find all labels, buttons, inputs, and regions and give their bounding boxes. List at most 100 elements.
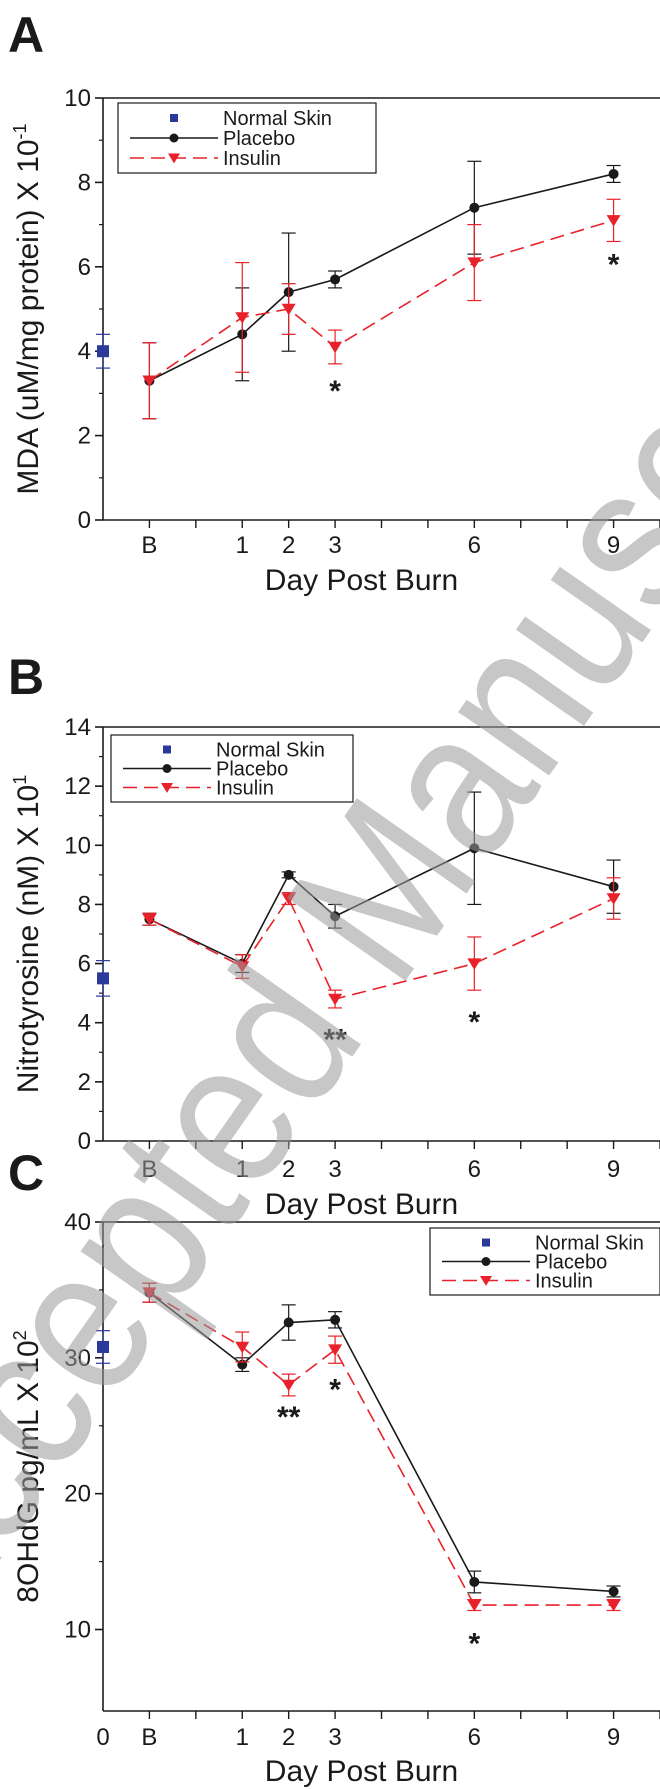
significance-marker: * bbox=[329, 375, 341, 408]
legend-marker-placebo bbox=[481, 1257, 491, 1266]
series-line-placebo bbox=[149, 847, 614, 965]
y-tick-label: 30 bbox=[64, 1345, 91, 1372]
data-point-placebo bbox=[608, 1586, 619, 1597]
y-tick-label: 0 bbox=[78, 1128, 91, 1155]
y-tick-label: 10 bbox=[64, 85, 91, 112]
x-axis-title: Day Post Burn bbox=[265, 1755, 458, 1788]
chart-panel-c: C 10 20 30 40 0 B 1 2 3 6 9 Day Post Burn 8OHdG pg/mL… bbox=[8, 1145, 660, 1788]
data-point-insulin bbox=[235, 1341, 250, 1354]
significance-marker: * bbox=[329, 1374, 341, 1407]
data-point-normal-skin bbox=[97, 972, 109, 985]
data-point-insulin bbox=[467, 958, 482, 970]
y-tick-label: 2 bbox=[78, 423, 91, 450]
legend-marker-normal-skin bbox=[482, 1238, 490, 1247]
data-point-insulin bbox=[606, 1599, 621, 1612]
y-tick-label: 6 bbox=[78, 951, 91, 978]
significance-marker: * bbox=[608, 249, 620, 282]
data-point-placebo bbox=[330, 1314, 341, 1325]
y-tick-label: 4 bbox=[78, 338, 91, 365]
data-point-insulin bbox=[142, 1287, 157, 1299]
x-tick-label: 2 bbox=[282, 1724, 295, 1751]
data-point-normal-skin bbox=[97, 345, 109, 358]
data-point-placebo bbox=[283, 869, 294, 880]
significance-marker: ** bbox=[323, 1024, 347, 1057]
legend-label-insulin: Insulin bbox=[216, 778, 274, 800]
data-point-normal-skin bbox=[97, 1340, 109, 1353]
x-tick-label: 6 bbox=[468, 1156, 481, 1183]
y-tick-label: 10 bbox=[64, 832, 91, 859]
legend-label-insulin: Insulin bbox=[535, 1271, 593, 1293]
data-point-placebo bbox=[469, 1576, 480, 1587]
panel-letter: C bbox=[8, 1145, 44, 1201]
data-point-insulin bbox=[281, 893, 296, 905]
x-tick-label: 0 bbox=[96, 1724, 109, 1751]
series-line-placebo bbox=[149, 173, 614, 382]
legend-label-normal-skin: Normal Skin bbox=[216, 740, 325, 762]
y-tick-label: 40 bbox=[64, 1209, 91, 1236]
data-point-placebo bbox=[283, 1317, 294, 1328]
y-tick-label: 0 bbox=[78, 507, 91, 534]
data-point-placebo bbox=[330, 911, 341, 922]
data-point-insulin bbox=[281, 1379, 296, 1392]
y-tick-label: 8 bbox=[78, 169, 91, 196]
legend-label-normal-skin: Normal Skin bbox=[223, 108, 332, 130]
legend-label-placebo: Placebo bbox=[216, 759, 288, 781]
x-tick-label: 9 bbox=[607, 532, 620, 559]
x-tick-label: 9 bbox=[607, 1156, 620, 1183]
x-tick-label: 2 bbox=[282, 1156, 295, 1183]
legend-label-insulin: Insulin bbox=[223, 148, 281, 170]
x-tick-label: B bbox=[141, 1724, 157, 1751]
data-point-placebo bbox=[469, 843, 480, 854]
significance-marker: * bbox=[468, 1006, 480, 1039]
data-point-placebo bbox=[608, 168, 619, 179]
y-tick-label: 6 bbox=[78, 254, 91, 281]
data-point-insulin bbox=[328, 341, 343, 354]
legend-label-placebo: Placebo bbox=[223, 128, 295, 150]
legend-label-normal-skin: Normal Skin bbox=[535, 1233, 644, 1255]
x-tick-label: 2 bbox=[282, 532, 295, 559]
y-tick-label: 14 bbox=[64, 714, 91, 741]
x-tick-label: 3 bbox=[328, 532, 341, 559]
y-tick-label: 20 bbox=[64, 1481, 91, 1508]
data-point-insulin bbox=[235, 961, 250, 973]
legend-label-placebo: Placebo bbox=[535, 1252, 607, 1274]
x-tick-label: B bbox=[141, 1156, 157, 1183]
x-tick-label: 3 bbox=[328, 1724, 341, 1751]
data-point-insulin bbox=[142, 375, 157, 388]
x-tick-label: 1 bbox=[236, 532, 249, 559]
data-point-insulin bbox=[606, 893, 621, 905]
legend-marker-normal-skin bbox=[170, 114, 178, 122]
x-tick-label: 9 bbox=[607, 1724, 620, 1751]
y-tick-label: 4 bbox=[78, 1010, 91, 1037]
y-tick-label: 12 bbox=[64, 773, 91, 800]
panel-letter: A bbox=[8, 7, 44, 63]
data-point-insulin bbox=[467, 1599, 482, 1612]
data-point-placebo bbox=[469, 202, 480, 213]
x-tick-label: 6 bbox=[468, 532, 481, 559]
x-tick-label: 3 bbox=[328, 1156, 341, 1183]
significance-marker: * bbox=[468, 1628, 480, 1661]
y-tick-label: 8 bbox=[78, 891, 91, 918]
panel-letter: B bbox=[8, 649, 44, 705]
legend-marker-normal-skin bbox=[163, 745, 171, 754]
series-line-insulin bbox=[149, 1291, 614, 1606]
legend-marker-placebo bbox=[169, 133, 179, 143]
legend-marker-insulin bbox=[168, 153, 180, 164]
data-point-insulin bbox=[281, 303, 296, 316]
legend-marker-insulin bbox=[480, 1276, 492, 1286]
legend-marker-insulin bbox=[161, 783, 173, 793]
y-axis-title: 8OHdG pg/mL X 102 bbox=[10, 1330, 45, 1602]
significance-marker: ** bbox=[277, 1401, 301, 1434]
data-point-insulin bbox=[328, 1344, 343, 1356]
data-point-insulin bbox=[606, 215, 621, 227]
data-point-insulin bbox=[142, 913, 157, 926]
y-axis-title: Nitrotyrosine (nM) X 101 bbox=[10, 775, 45, 1093]
series-line-insulin bbox=[149, 896, 614, 1000]
x-tick-label: B bbox=[141, 532, 157, 559]
